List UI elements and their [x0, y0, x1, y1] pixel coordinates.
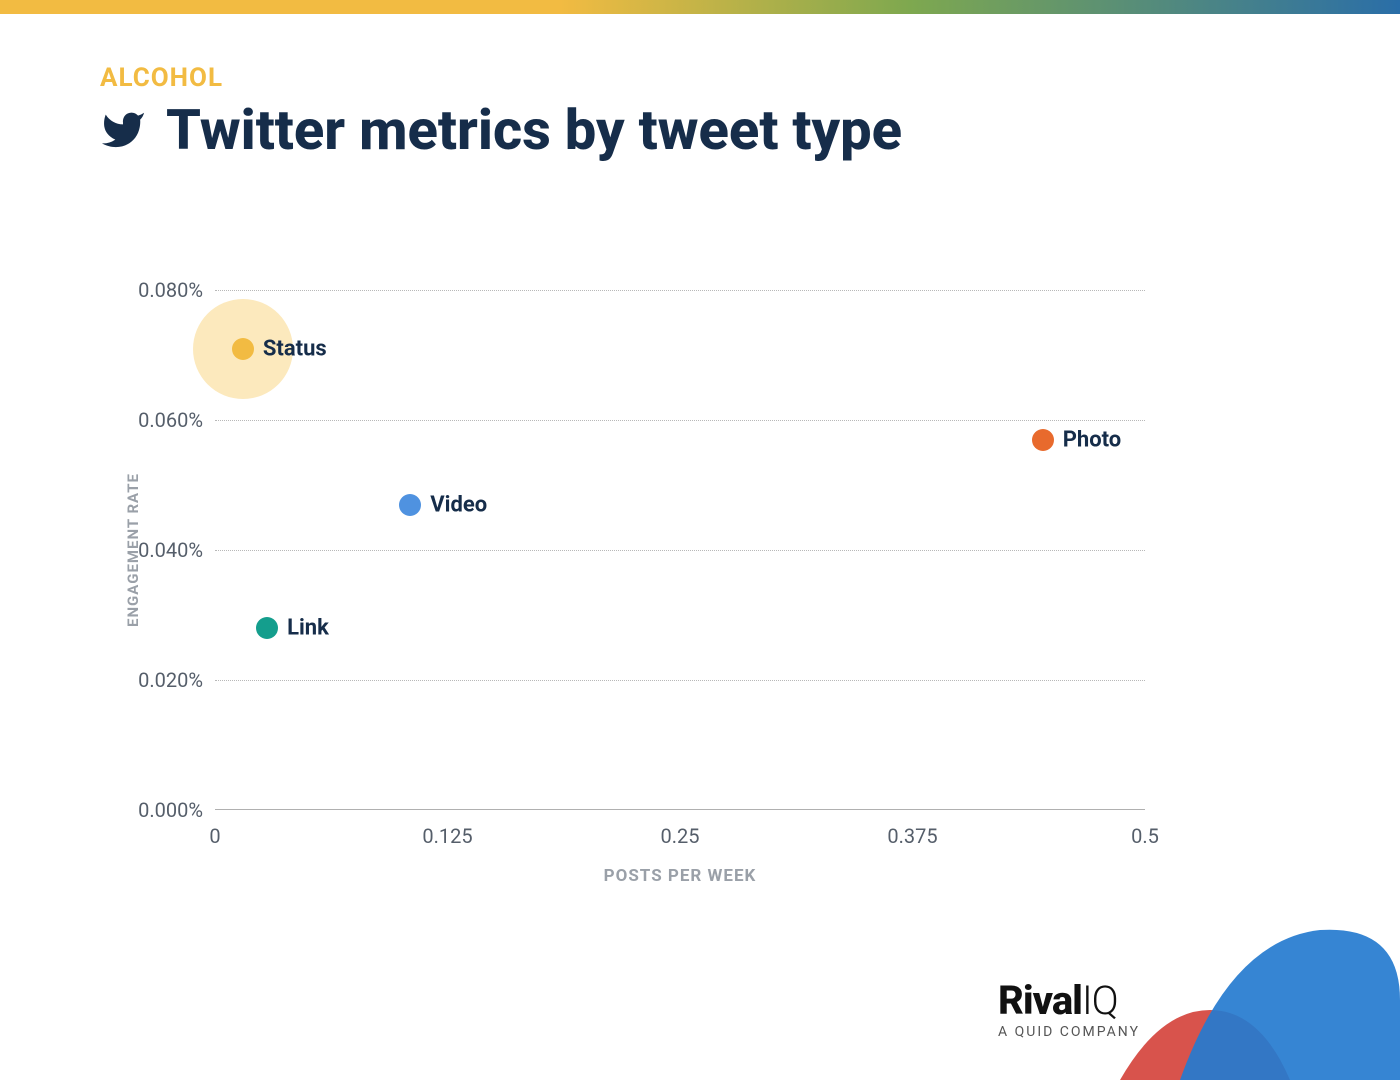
y-tick-label: 0.080%: [138, 278, 203, 302]
header: ALCOHOL Twitter metrics by tweet type: [100, 63, 902, 163]
y-tick-label: 0.060%: [138, 408, 203, 432]
logo-main: RivalIQ: [998, 981, 1140, 1021]
data-point-label: Link: [287, 616, 329, 641]
x-tick-label: 0.25: [661, 824, 700, 848]
scatter-chart: ENGAGEMENT RATE POSTS PER WEEK 0.000%0.0…: [100, 270, 1160, 900]
y-tick-label: 0.000%: [138, 798, 203, 822]
grid-line: [215, 680, 1145, 681]
page-title: Twitter metrics by tweet type: [166, 97, 902, 163]
x-tick-label: 0.125: [422, 824, 472, 848]
x-tick-label: 0.5: [1131, 824, 1159, 848]
plot-area: ENGAGEMENT RATE POSTS PER WEEK 0.000%0.0…: [215, 290, 1145, 810]
x-tick-label: 0.375: [887, 824, 937, 848]
y-tick-label: 0.040%: [138, 538, 203, 562]
top-gradient-bar: [0, 0, 1400, 14]
title-row: Twitter metrics by tweet type: [100, 97, 902, 163]
x-tick-label: 0: [209, 824, 220, 848]
blob-blue: [1180, 930, 1400, 1080]
data-point: [232, 338, 254, 360]
data-point-label: Photo: [1063, 427, 1122, 452]
grid-line: [215, 550, 1145, 551]
data-point: [399, 494, 421, 516]
brand-logo: RivalIQ A QUID COMPANY: [998, 981, 1140, 1040]
data-point: [1032, 429, 1054, 451]
grid-line: [215, 290, 1145, 291]
x-axis-baseline: [215, 809, 1145, 810]
eyebrow-label: ALCOHOL: [100, 63, 902, 93]
data-point-label: Status: [263, 336, 327, 361]
logo-subtitle: A QUID COMPANY: [998, 1024, 1140, 1040]
x-axis-label: POSTS PER WEEK: [604, 866, 757, 886]
data-point: [256, 617, 278, 639]
logo-text-a: Rival: [998, 977, 1082, 1024]
y-tick-label: 0.020%: [138, 668, 203, 692]
twitter-icon: [100, 107, 146, 153]
data-point-label: Video: [430, 492, 487, 517]
grid-line: [215, 420, 1145, 421]
blob-red: [1120, 1010, 1290, 1080]
logo-text-b: IQ: [1082, 977, 1118, 1024]
